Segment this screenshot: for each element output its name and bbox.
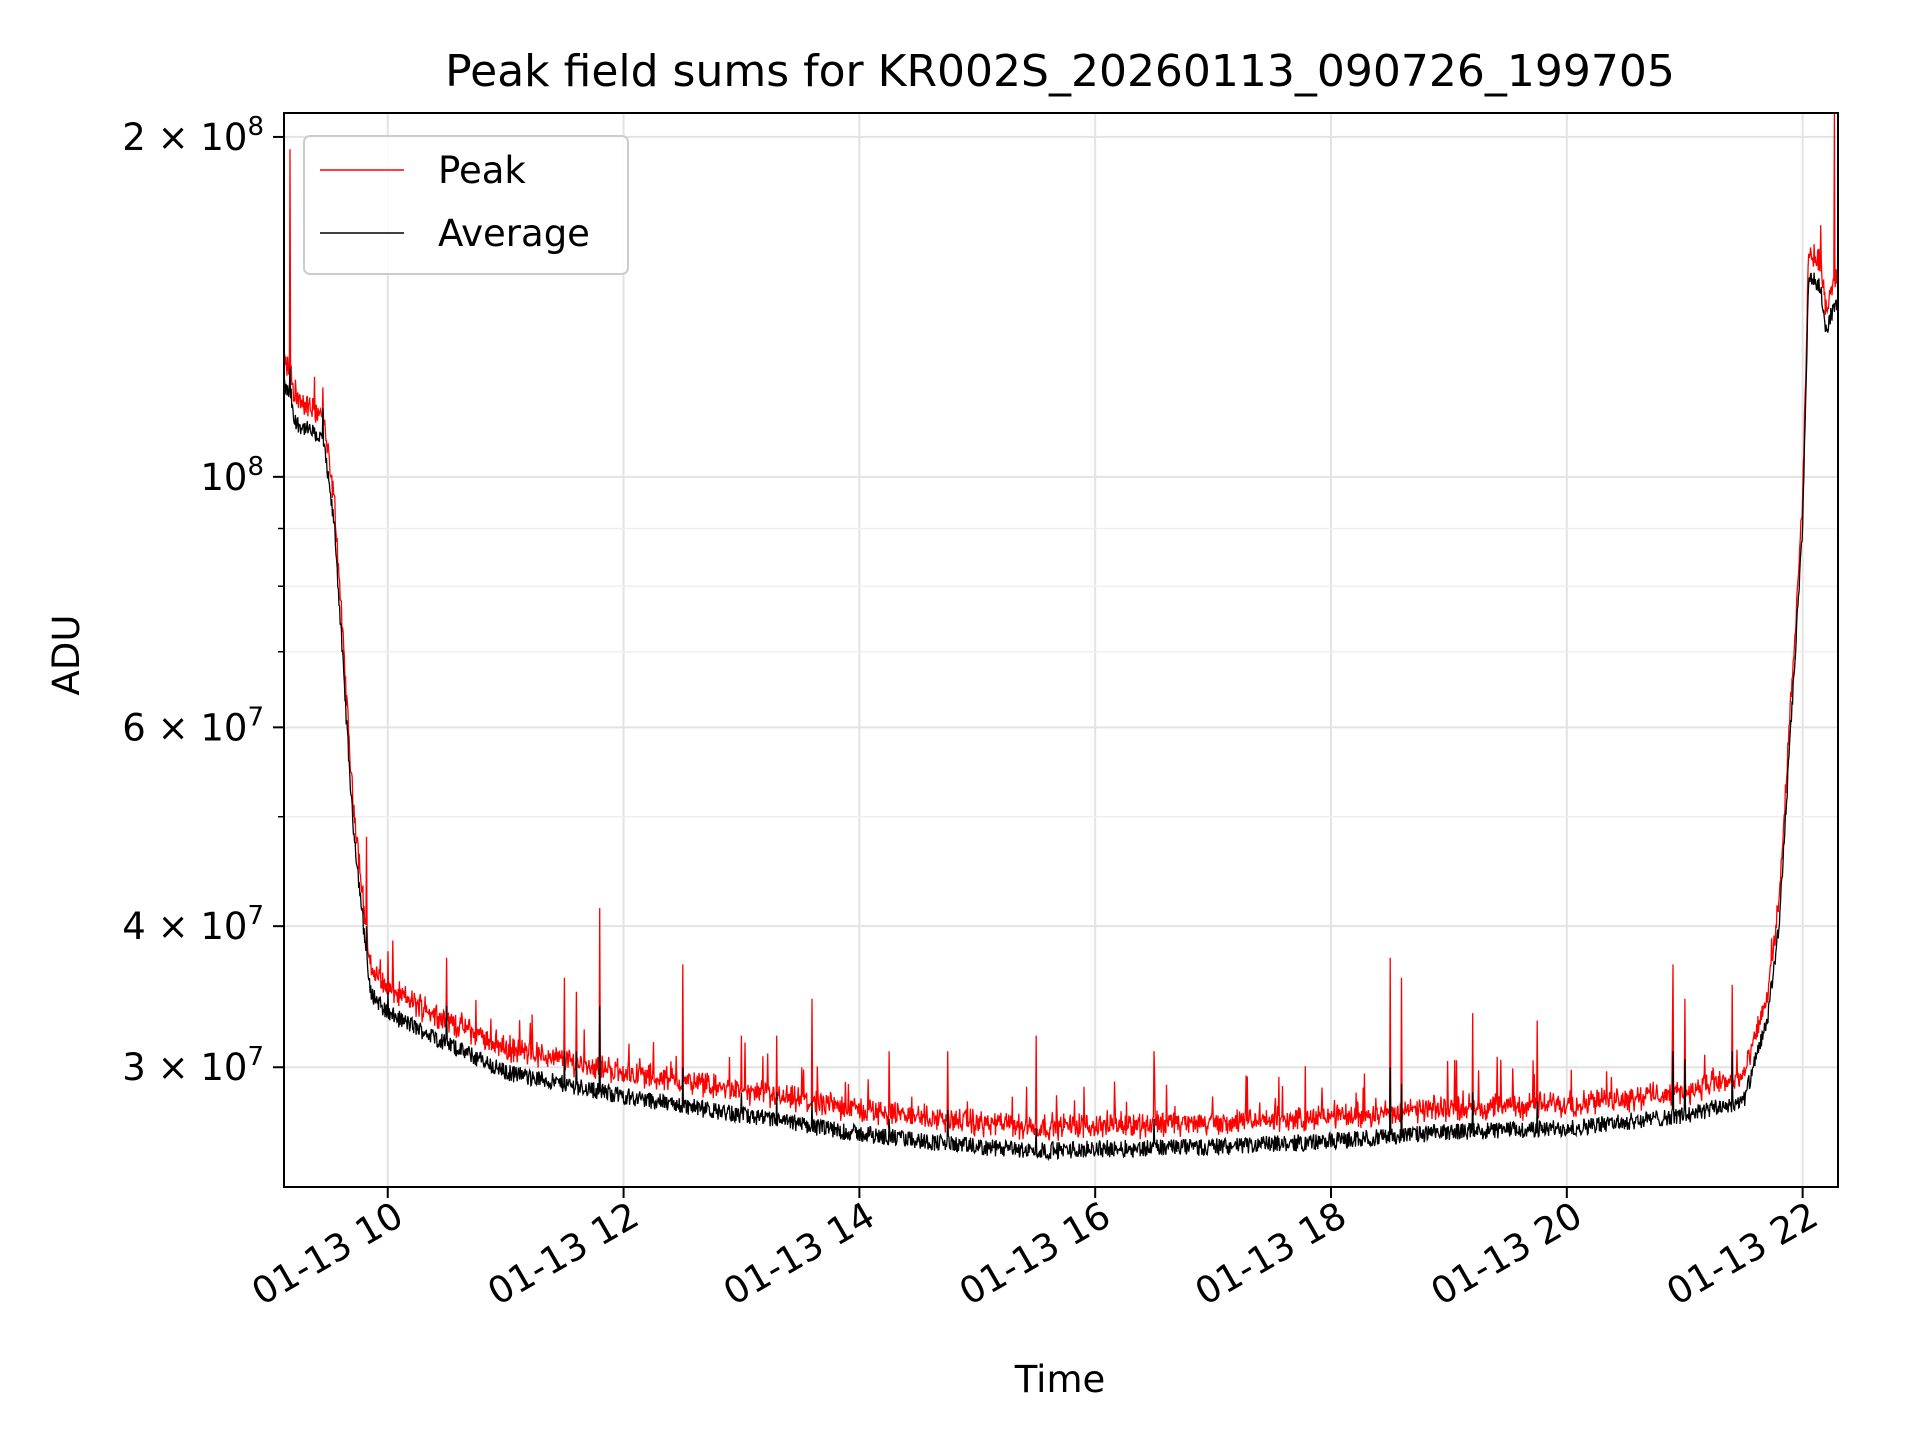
chart-title: Peak field sums for KR002S_20260113_0907… — [445, 46, 1675, 97]
x-tick-label: 01-13 20 — [1424, 1194, 1590, 1314]
x-tick-label: 01-13 16 — [952, 1194, 1118, 1314]
x-tick-label: 01-13 22 — [1660, 1194, 1826, 1314]
legend: Peak Average — [303, 135, 629, 275]
y-tick-label: 3 × 107 — [122, 1042, 264, 1089]
legend-label-peak: Peak — [438, 149, 526, 192]
series-line-average — [284, 272, 1838, 1162]
y-tick-label: 108 — [200, 452, 264, 499]
y-axis-label: ADU — [45, 615, 88, 696]
y-tick-label: 4 × 107 — [122, 901, 264, 948]
plot-frame — [283, 112, 1839, 1188]
x-tick-label: 01-13 18 — [1188, 1194, 1354, 1314]
y-tick-label: 2 × 108 — [122, 112, 264, 159]
x-tick-label: 01-13 10 — [245, 1194, 411, 1314]
y-axis: 3 × 107 4 × 107 6 × 107 108 2 × 108 — [122, 112, 284, 1089]
legend-label-average: Average — [438, 212, 590, 255]
x-tick-label: 01-13 12 — [480, 1194, 646, 1314]
x-axis-label: Time — [1014, 1358, 1106, 1401]
x-axis: 01-13 10 01-13 12 01-13 14 01-13 16 01-13 18… — [245, 1187, 1825, 1314]
x-tick-label: 01-13 14 — [716, 1194, 882, 1314]
plot-area — [284, 113, 1838, 1162]
y-tick-label: 6 × 107 — [122, 702, 264, 749]
series-line-peak — [284, 113, 1838, 1141]
